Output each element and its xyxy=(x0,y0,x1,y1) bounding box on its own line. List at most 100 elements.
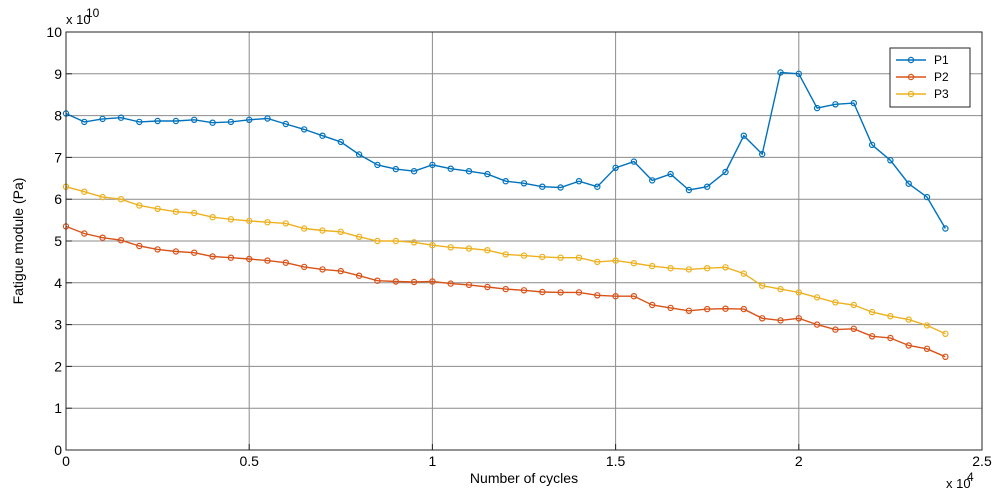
series-p3 xyxy=(62,183,949,337)
data-point xyxy=(832,299,839,306)
data-point xyxy=(392,237,399,245)
data-point xyxy=(429,241,436,249)
data-point xyxy=(575,289,583,296)
data-point xyxy=(557,254,564,261)
y-tick-label: 5 xyxy=(54,233,62,249)
data-point xyxy=(374,161,381,169)
data-point xyxy=(594,292,601,299)
data-point xyxy=(319,132,326,139)
x-tick-label: 2 xyxy=(795,453,803,469)
plot-frame xyxy=(65,31,983,451)
data-point xyxy=(410,167,418,175)
data-point xyxy=(136,202,143,209)
data-point xyxy=(172,117,180,125)
data-point xyxy=(484,170,491,178)
data-point xyxy=(722,305,729,312)
data-point xyxy=(374,237,381,245)
data-point xyxy=(190,116,198,124)
y-tick-label: 0 xyxy=(54,442,62,458)
data-point xyxy=(722,168,729,176)
data-point xyxy=(649,177,656,184)
data-point xyxy=(777,69,784,76)
grid xyxy=(66,32,982,450)
data-point xyxy=(905,316,912,323)
data-point xyxy=(264,218,271,226)
data-point xyxy=(117,236,125,244)
data-point xyxy=(227,216,235,223)
data-point xyxy=(301,225,308,232)
data-point xyxy=(410,278,418,286)
data-point xyxy=(520,180,528,187)
legend-swatch-marker xyxy=(907,56,915,64)
data-point xyxy=(502,285,509,293)
y-multiplier-label: x 10 xyxy=(66,12,91,27)
data-point xyxy=(465,245,473,252)
data-point xyxy=(759,282,766,289)
x-multiplier-label: x 10 xyxy=(946,476,971,491)
data-point xyxy=(282,259,289,266)
x-multiplier-exponent: 4 xyxy=(967,470,974,484)
series-p1 xyxy=(62,69,949,232)
data-point xyxy=(575,254,583,261)
data-point xyxy=(612,164,619,171)
data-point xyxy=(594,258,601,266)
data-point xyxy=(539,253,546,261)
data-point xyxy=(301,263,308,271)
y-tick-label: 2 xyxy=(54,358,62,374)
data-point xyxy=(868,308,876,316)
data-point xyxy=(99,193,106,201)
y-tick-label: 9 xyxy=(54,66,62,82)
data-point xyxy=(264,115,271,122)
legend-item-p2: P2 xyxy=(896,70,949,84)
data-point xyxy=(868,141,876,149)
data-point xyxy=(795,70,803,78)
data-point xyxy=(887,313,894,320)
data-point xyxy=(667,265,674,272)
data-point xyxy=(264,257,271,264)
data-point xyxy=(282,220,289,227)
series-p2 xyxy=(62,223,949,360)
y-axis-label: Fatigue module (Pa) xyxy=(10,178,26,305)
data-point xyxy=(172,208,180,215)
data-point xyxy=(539,183,546,190)
data-point xyxy=(850,325,858,332)
data-point xyxy=(832,326,839,333)
y-tick-label: 3 xyxy=(54,317,62,333)
x-tick-label: 1.5 xyxy=(606,453,626,469)
data-point xyxy=(942,330,949,337)
series-line-p1 xyxy=(65,71,947,229)
data-point xyxy=(245,116,253,124)
data-point xyxy=(81,230,88,237)
y-tick-label: 10 xyxy=(46,24,62,40)
data-point xyxy=(209,253,216,260)
data-point xyxy=(740,270,748,277)
y-tick-label: 1 xyxy=(54,400,62,416)
data-point xyxy=(704,183,711,190)
data-point xyxy=(374,277,381,284)
data-point xyxy=(337,138,344,146)
series-group xyxy=(62,69,949,360)
data-point xyxy=(447,244,454,251)
data-point xyxy=(227,118,235,126)
data-point xyxy=(429,161,436,169)
data-point xyxy=(923,345,931,352)
data-point xyxy=(759,315,766,322)
data-point xyxy=(667,304,674,312)
data-point xyxy=(685,307,693,314)
data-point xyxy=(99,234,106,241)
data-point xyxy=(557,184,564,191)
data-point xyxy=(245,255,253,263)
data-point xyxy=(190,249,198,256)
y-tick-label: 8 xyxy=(54,108,62,124)
data-point xyxy=(612,293,619,300)
data-point xyxy=(190,209,198,217)
data-point xyxy=(539,288,546,296)
data-point xyxy=(795,289,803,296)
data-point xyxy=(337,267,344,275)
data-point xyxy=(850,301,858,309)
data-point xyxy=(905,342,912,349)
legend-box xyxy=(889,47,971,108)
data-point xyxy=(520,287,528,294)
data-point xyxy=(484,283,491,291)
data-point xyxy=(154,205,161,212)
